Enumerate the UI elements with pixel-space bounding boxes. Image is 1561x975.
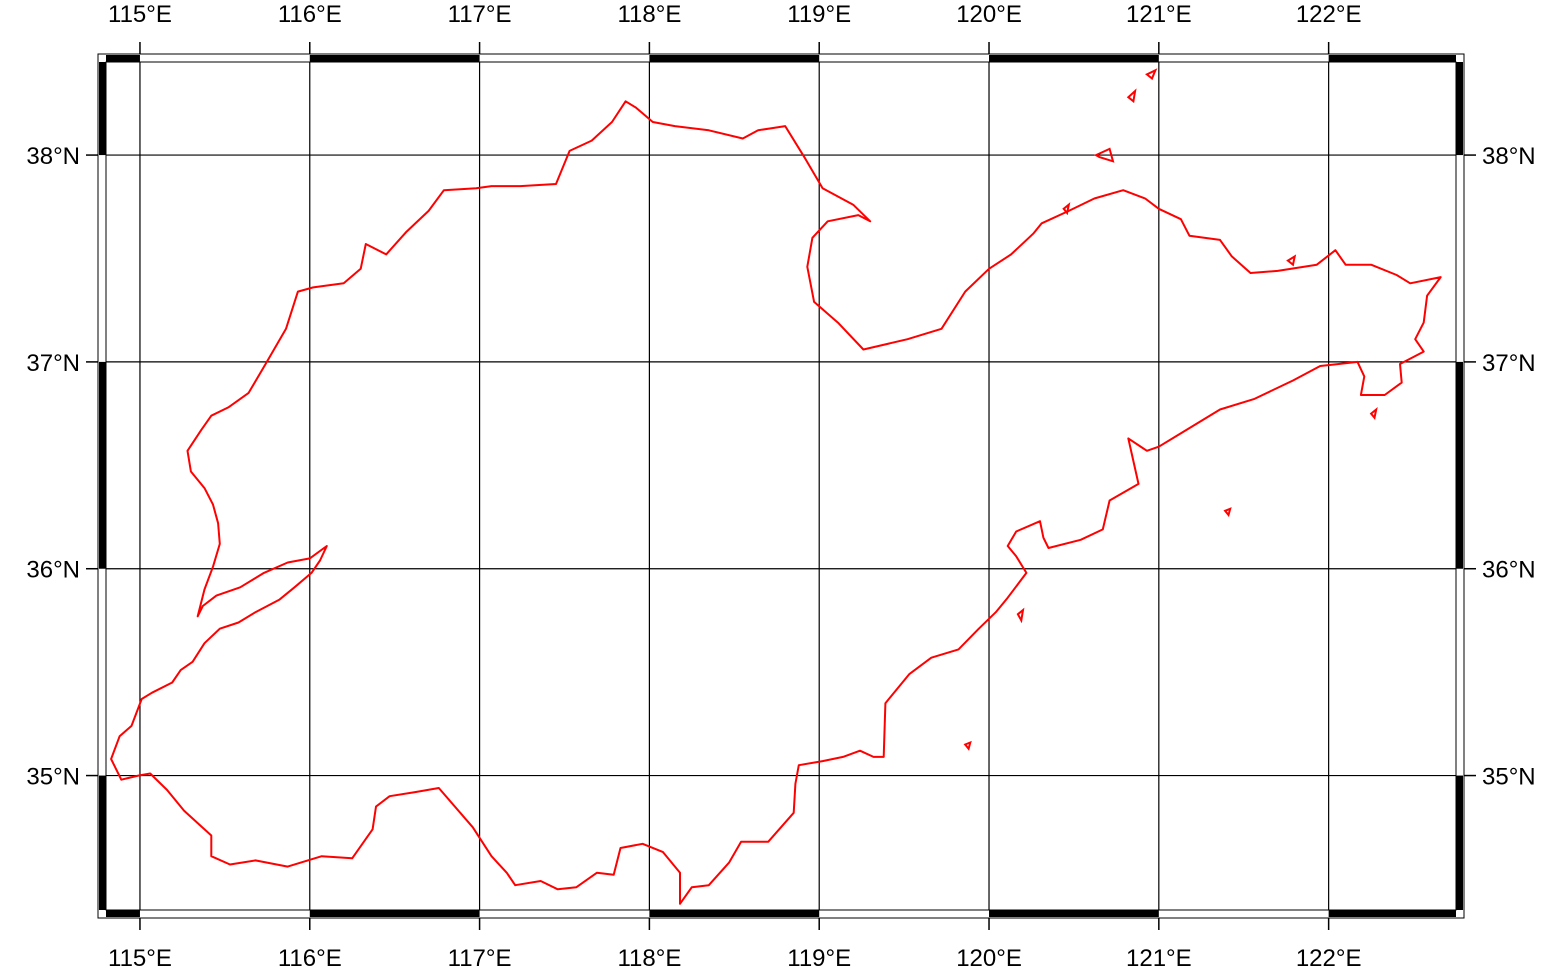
boundary-island [1286, 254, 1297, 267]
lon-label-top: 120°E [956, 1, 1022, 28]
lat-label-left: 35°N [26, 764, 80, 791]
lon-label-bottom: 121°E [1126, 945, 1192, 972]
frame-bar-bottom [1328, 910, 1456, 917]
lat-label-left: 38°N [26, 143, 80, 170]
frame-bar-bottom [106, 910, 140, 917]
lon-label-top: 119°E [787, 1, 851, 28]
boundary-island [963, 740, 972, 751]
lon-label-top: 115°E [108, 1, 172, 28]
lat-label-left: 36°N [26, 557, 80, 584]
lon-label-bottom: 115°E [108, 945, 172, 972]
boundary-island [1223, 507, 1232, 518]
frame-bar-top [309, 55, 480, 62]
province-boundary [110, 68, 1442, 905]
frame-bar-right [1456, 62, 1463, 156]
lat-label-right: 36°N [1482, 557, 1536, 584]
frame-bar-top [106, 55, 140, 62]
frame-inner-border [105, 61, 1457, 911]
frame-bar-top [989, 55, 1159, 62]
map-frame [97, 53, 1465, 919]
lat-label-right: 35°N [1482, 764, 1536, 791]
lon-label-top: 117°E [448, 1, 512, 28]
boundary-island [1126, 88, 1137, 104]
frame-bar-bottom [989, 910, 1159, 917]
lon-label-bottom: 117°E [448, 945, 512, 972]
frame-bar-right [1456, 775, 1463, 910]
lon-label-bottom: 120°E [956, 945, 1022, 972]
lon-label-top: 116°E [278, 1, 342, 28]
frame-bar-top [649, 55, 820, 62]
boundary-island [1145, 68, 1158, 81]
tick-labels: 115°E 115°E 116°E 116°E 117°E 117°E 118°E 118°E… [26, 1, 1535, 972]
boundary-island [1369, 406, 1378, 420]
lon-label-bottom: 119°E [787, 945, 851, 972]
lon-label-bottom: 118°E [617, 945, 681, 972]
frame-bar-bottom [309, 910, 480, 917]
lat-label-right: 37°N [1482, 350, 1536, 377]
frame-bar-left [99, 775, 106, 910]
lon-label-top: 122°E [1296, 1, 1362, 28]
graticule-grid [106, 62, 1456, 910]
boundary-island [1062, 202, 1071, 216]
lat-label-right: 38°N [1482, 143, 1536, 170]
frame-bar-left [99, 62, 106, 156]
frame-bar-left [99, 361, 106, 569]
boundary-island [1016, 607, 1025, 624]
lat-label-left: 37°N [26, 350, 80, 377]
frame-bar-right [1456, 361, 1463, 569]
frame-bar-top [1328, 55, 1456, 62]
lon-label-bottom: 122°E [1296, 945, 1362, 972]
frame-outer-border [97, 53, 1465, 919]
boundary-mainland [110, 100, 1442, 905]
lon-label-top: 118°E [617, 1, 681, 28]
frame-bar-bottom [649, 910, 820, 917]
lon-label-bottom: 116°E [278, 945, 342, 972]
lon-label-top: 121°E [1126, 1, 1192, 28]
frame-ticks [86, 42, 1476, 930]
boundary-island [1093, 147, 1115, 163]
